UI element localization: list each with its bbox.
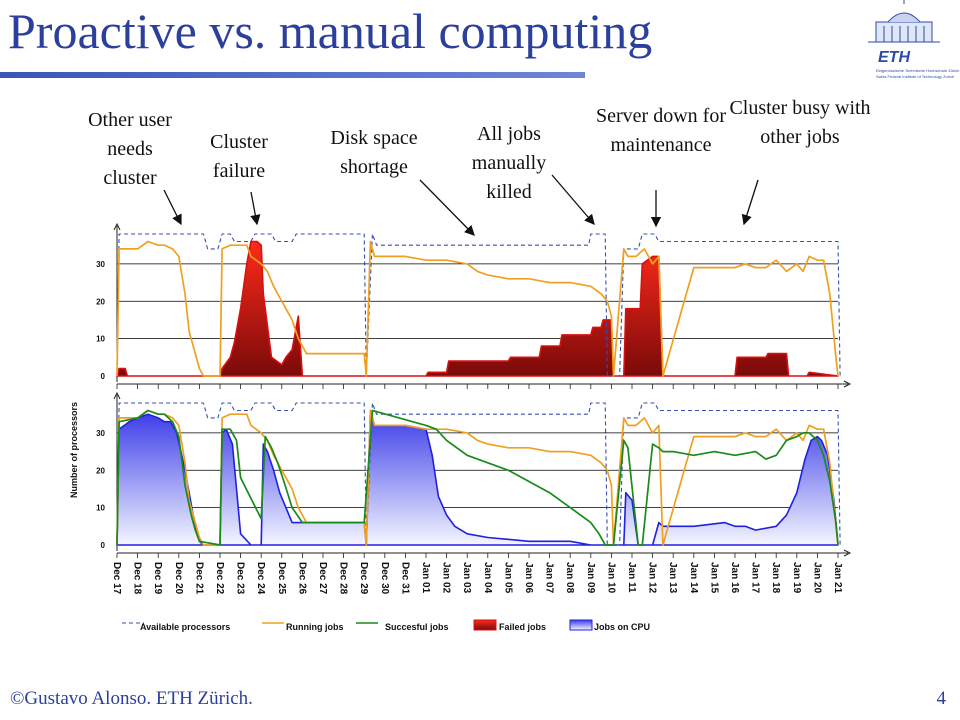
eth-logo-text: ETH: [878, 49, 910, 66]
x-tick-label: Jan 19: [791, 562, 802, 594]
series-jobs-on-cpu-bottom: [116, 409, 839, 546]
chart-panel-top: 0 10 20 30: [96, 222, 852, 389]
x-tick-label: Jan 16: [729, 562, 740, 594]
y-tick-label: 20: [96, 466, 105, 475]
x-tick-label: Jan 09: [585, 562, 596, 594]
x-tick-label: Dec 25: [276, 562, 287, 595]
y-tick-label: 30: [96, 260, 105, 269]
series-failed-jobs-top: [116, 240, 839, 377]
page-number: 4: [936, 688, 947, 709]
x-axis-arrow: [843, 549, 852, 557]
x-tick-label: Dec 29: [358, 562, 369, 595]
y-tick-label: 0: [101, 541, 106, 550]
y-tick-label: 10: [96, 335, 105, 344]
x-tick-label: Dec 28: [338, 562, 349, 595]
x-tick-label: Dec 21: [193, 562, 204, 595]
legend-swatch: [569, 619, 593, 631]
x-tick-label: Jan 12: [647, 562, 658, 594]
legend-swatch: [473, 619, 497, 631]
annotation-arrow: [419, 179, 475, 236]
x-tick-label: Jan 15: [708, 562, 719, 594]
eth-logo: ETH Eidgenössische Technische Hochschule…: [868, 0, 959, 79]
x-tick-label: Dec 22: [214, 562, 225, 595]
annotation-arrow: [741, 179, 759, 226]
series-running-jobs-top: [116, 240, 839, 377]
series-available-processors-top: [116, 233, 841, 377]
annotation-arrow: [250, 191, 261, 226]
annotation-arrow: [163, 189, 182, 226]
series-running-jobs-bottom: [116, 409, 839, 546]
svg-text:Swiss Federal Institute of Tec: Swiss Federal Institute of Technology Zu…: [876, 74, 954, 79]
y-axis-arrow: [113, 391, 121, 400]
annotation-cluster-busy: Cluster busy with other jobs: [729, 97, 871, 148]
x-tick-label: Jan 01: [420, 562, 431, 594]
x-tick-label: Dec 19: [152, 562, 163, 595]
legend-label: Failed jobs: [499, 622, 546, 632]
legend-label: Available processors: [140, 622, 230, 632]
annotation-server-down: Server down for maintenance: [596, 105, 726, 156]
footer-copyright: ©Gustavo Alonso. ETH Zürich.: [10, 688, 253, 709]
y-tick-label: 10: [96, 504, 105, 513]
x-tick-label: Dec 31: [399, 562, 410, 595]
x-tick-label: Jan 13: [667, 562, 678, 594]
legend: Available processors Running jobs Succesfu…: [122, 619, 650, 632]
x-tick-label: Jan 17: [750, 562, 761, 594]
y-tick-label: 0: [101, 372, 106, 381]
y-tick-label: 30: [96, 429, 105, 438]
y-axis-arrow: [113, 222, 121, 231]
x-tick-label: Jan 05: [502, 562, 513, 594]
x-tick-label: Dec 27: [317, 562, 328, 595]
x-tick-label: Jan 20: [811, 562, 822, 594]
y-tick-label: 20: [96, 297, 105, 306]
legend-label: Running jobs: [286, 622, 344, 632]
svg-text:Eidgenössische Technische Hoch: Eidgenössische Technische Hochschule Zür…: [876, 68, 959, 73]
y-axis-label: Number of processors: [69, 402, 79, 498]
series-succesful-jobs-bottom: [116, 409, 839, 546]
x-tick-label: Jan 11: [626, 562, 637, 593]
legend-label: Jobs on CPU: [594, 622, 650, 632]
x-tick-label: Jan 07: [544, 562, 555, 594]
series-available-processors-bottom: [116, 402, 841, 546]
slide-title: Proactive vs. manual computing: [8, 3, 653, 59]
x-tick-label: Dec 20: [173, 562, 184, 595]
annotation-other-user: Other user needs cluster: [88, 109, 172, 189]
x-tick-label: Dec 26: [296, 562, 307, 595]
x-tick-label: Jan 10: [605, 562, 616, 594]
x-tick-label: Dec 18: [132, 562, 143, 595]
x-tick-label: Jan 14: [688, 562, 699, 594]
chart-panel-bottom: 0 10 20 30: [96, 391, 852, 558]
x-tick-label: Jan 02: [441, 562, 452, 594]
x-axis-labels: Dec 17 Dec 18 Dec 19 Dec 20 Dec 21 Dec 22 Dec …: [111, 562, 843, 595]
x-tick-label: Dec 17: [111, 562, 122, 595]
x-tick-label: Dec 23: [235, 562, 246, 595]
legend-label: Succesful jobs: [385, 622, 449, 632]
x-tick-label: Jan 08: [564, 562, 575, 594]
annotation-arrows: [163, 174, 759, 236]
x-tick-label: Jan 06: [523, 562, 534, 594]
annotation-jobs-killed: All jobs manually killed: [471, 123, 547, 203]
x-tick-label: Dec 30: [379, 562, 390, 595]
x-tick-label: Jan 03: [461, 562, 472, 594]
x-tick-label: Dec 24: [255, 562, 266, 595]
annotation-cluster-failure: Cluster failure: [210, 131, 268, 182]
annotation-disk-space: Disk space shortage: [330, 127, 418, 178]
x-tick-label: Jan 21: [832, 562, 843, 594]
title-underline: [0, 72, 585, 78]
annotation-arrow: [551, 174, 595, 225]
x-tick-label: Jan 04: [482, 562, 493, 594]
x-tick-label: Jan 18: [770, 562, 781, 594]
x-axis-arrow: [843, 380, 852, 388]
